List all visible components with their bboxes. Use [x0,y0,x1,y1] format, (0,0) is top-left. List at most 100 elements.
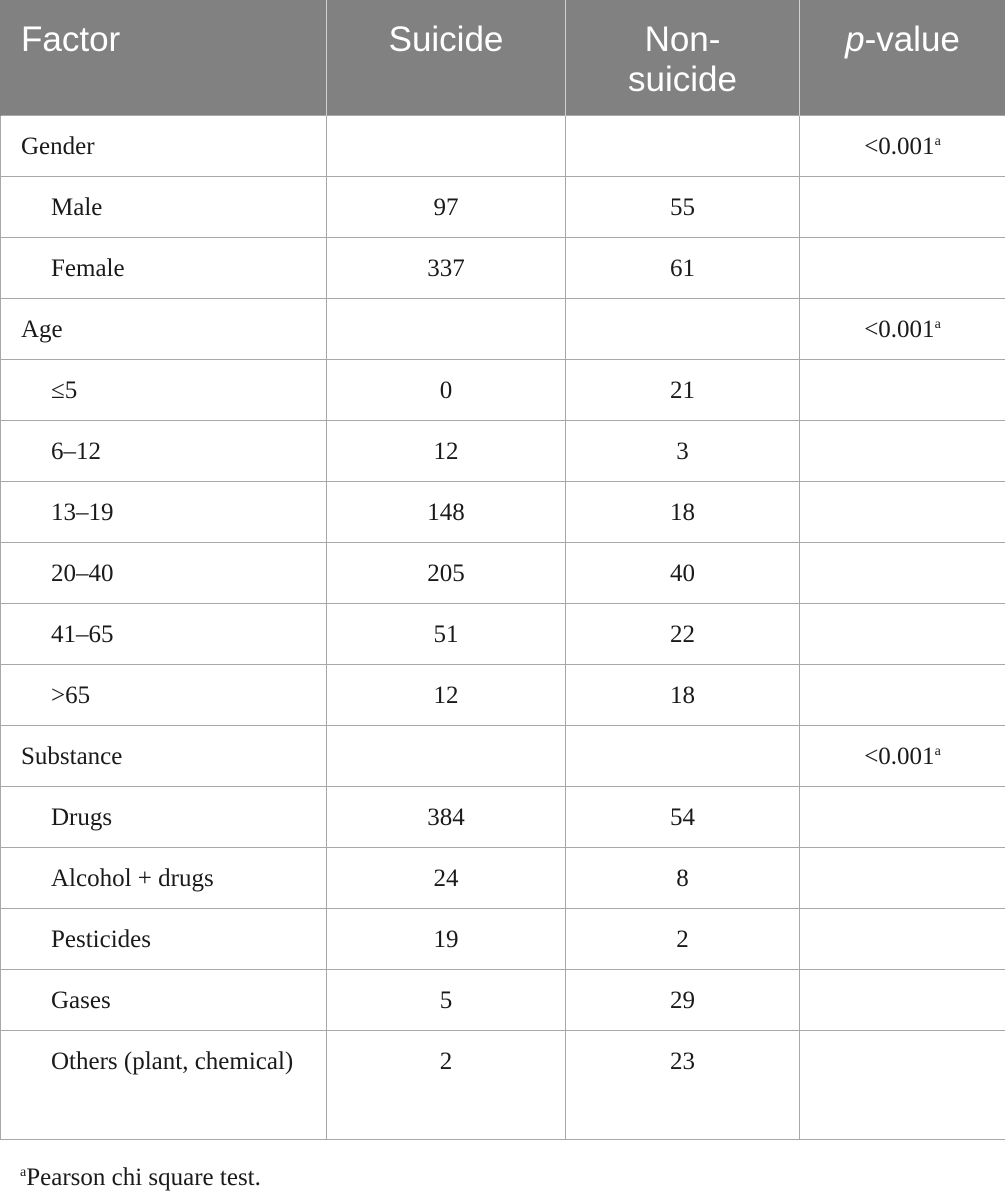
pvalue-text: <0.001 [864,742,935,770]
cell-factor: ≤5 [0,358,327,421]
cell-pvalue [799,419,1005,482]
cell-suicide: 384 [326,785,566,848]
header-factor: Factor [0,0,327,115]
cell-nonsuicide: 8 [565,846,800,909]
header-pvalue: p-value [799,0,1005,115]
table-row: Alcohol + drugs 24 8 [0,846,1005,909]
table-body: Gender <0.001a Male 97 55 Female 337 61 … [0,114,1005,1140]
cell-nonsuicide: 55 [565,175,800,238]
table-row: Drugs 384 54 [0,785,1005,848]
header-pvalue-rest: -value [864,20,960,59]
cell-factor: >65 [0,663,327,726]
cell-factor: Gender [0,114,327,177]
cell-suicide: 19 [326,907,566,970]
cell-pvalue: <0.001a [799,724,1005,787]
table-row: Substance <0.001a [0,724,1005,787]
cell-nonsuicide [565,114,800,177]
cell-pvalue [799,358,1005,421]
cell-factor: Substance [0,724,327,787]
cell-suicide [326,724,566,787]
cell-pvalue [799,907,1005,970]
table-row: ≤5 0 21 [0,358,1005,421]
footnote-text: Pearson chi square test. [26,1164,261,1191]
table-row: 13–19 148 18 [0,480,1005,543]
pvalue-text: <0.001 [864,315,935,343]
cell-factor: 20–40 [0,541,327,604]
cell-suicide: 148 [326,480,566,543]
table-row: 41–65 51 22 [0,602,1005,665]
footnote-marker: a [20,1165,27,1180]
pvalue-footnote-marker: a [934,133,941,149]
header-suicide: Suicide [326,0,566,115]
cell-pvalue [799,846,1005,909]
cell-factor: Age [0,297,327,360]
cell-pvalue [799,785,1005,848]
header-nonsuicide: Non-suicide [565,0,800,115]
pvalue-footnote-marker: a [934,743,941,759]
cell-suicide: 337 [326,236,566,299]
cell-pvalue [799,968,1005,1031]
table-row: Pesticides 19 2 [0,907,1005,970]
cell-suicide: 24 [326,846,566,909]
cell-pvalue [799,541,1005,604]
cell-pvalue: <0.001a [799,297,1005,360]
table-row: Age <0.001a [0,297,1005,360]
cell-pvalue [799,480,1005,543]
cell-nonsuicide: 23 [565,1029,800,1140]
header-nonsuicide-label: Non-suicide [628,20,737,99]
table-row: Others (plant, chemical) 2 23 [0,1029,1005,1140]
cell-factor: 6–12 [0,419,327,482]
cell-pvalue [799,663,1005,726]
cell-suicide: 5 [326,968,566,1031]
cell-suicide [326,114,566,177]
cell-suicide: 2 [326,1029,566,1140]
table-row: 6–12 12 3 [0,419,1005,482]
cell-suicide: 51 [326,602,566,665]
cell-suicide: 0 [326,358,566,421]
cell-nonsuicide [565,724,800,787]
cell-nonsuicide: 3 [565,419,800,482]
cell-suicide: 12 [326,419,566,482]
cell-nonsuicide: 18 [565,480,800,543]
cell-factor: 13–19 [0,480,327,543]
cell-suicide: 205 [326,541,566,604]
table-row: Male 97 55 [0,175,1005,238]
data-table: Factor Suicide Non-suicide p-value Gende… [0,0,1005,1140]
table-row: 20–40 205 40 [0,541,1005,604]
cell-pvalue: <0.001a [799,114,1005,177]
cell-factor: Alcohol + drugs [0,846,327,909]
cell-nonsuicide: 22 [565,602,800,665]
cell-factor: Female [0,236,327,299]
cell-nonsuicide: 40 [565,541,800,604]
cell-nonsuicide: 18 [565,663,800,726]
pvalue-text: <0.001 [864,132,935,160]
table-row: >65 12 18 [0,663,1005,726]
header-pvalue-p: p [845,20,865,59]
cell-pvalue [799,602,1005,665]
cell-nonsuicide [565,297,800,360]
cell-nonsuicide: 21 [565,358,800,421]
cell-pvalue [799,236,1005,299]
cell-pvalue [799,1029,1005,1140]
table-row: Female 337 61 [0,236,1005,299]
cell-pvalue [799,175,1005,238]
cell-suicide: 97 [326,175,566,238]
cell-factor: Gases [0,968,327,1031]
pvalue-footnote-marker: a [934,316,941,332]
cell-factor: Pesticides [0,907,327,970]
table-row: Gender <0.001a [0,114,1005,177]
cell-factor: Male [0,175,327,238]
table-header: Factor Suicide Non-suicide p-value [0,0,1005,115]
cell-suicide [326,297,566,360]
cell-factor: 41–65 [0,602,327,665]
cell-nonsuicide: 54 [565,785,800,848]
header-row: Factor Suicide Non-suicide p-value [0,0,1005,115]
cell-factor: Others (plant, chemical) [0,1029,327,1140]
cell-nonsuicide: 2 [565,907,800,970]
cell-nonsuicide: 61 [565,236,800,299]
cell-nonsuicide: 29 [565,968,800,1031]
table-footnote: aPearson chi square test. [20,1163,261,1193]
table-row: Gases 5 29 [0,968,1005,1031]
cell-factor: Drugs [0,785,327,848]
cell-suicide: 12 [326,663,566,726]
